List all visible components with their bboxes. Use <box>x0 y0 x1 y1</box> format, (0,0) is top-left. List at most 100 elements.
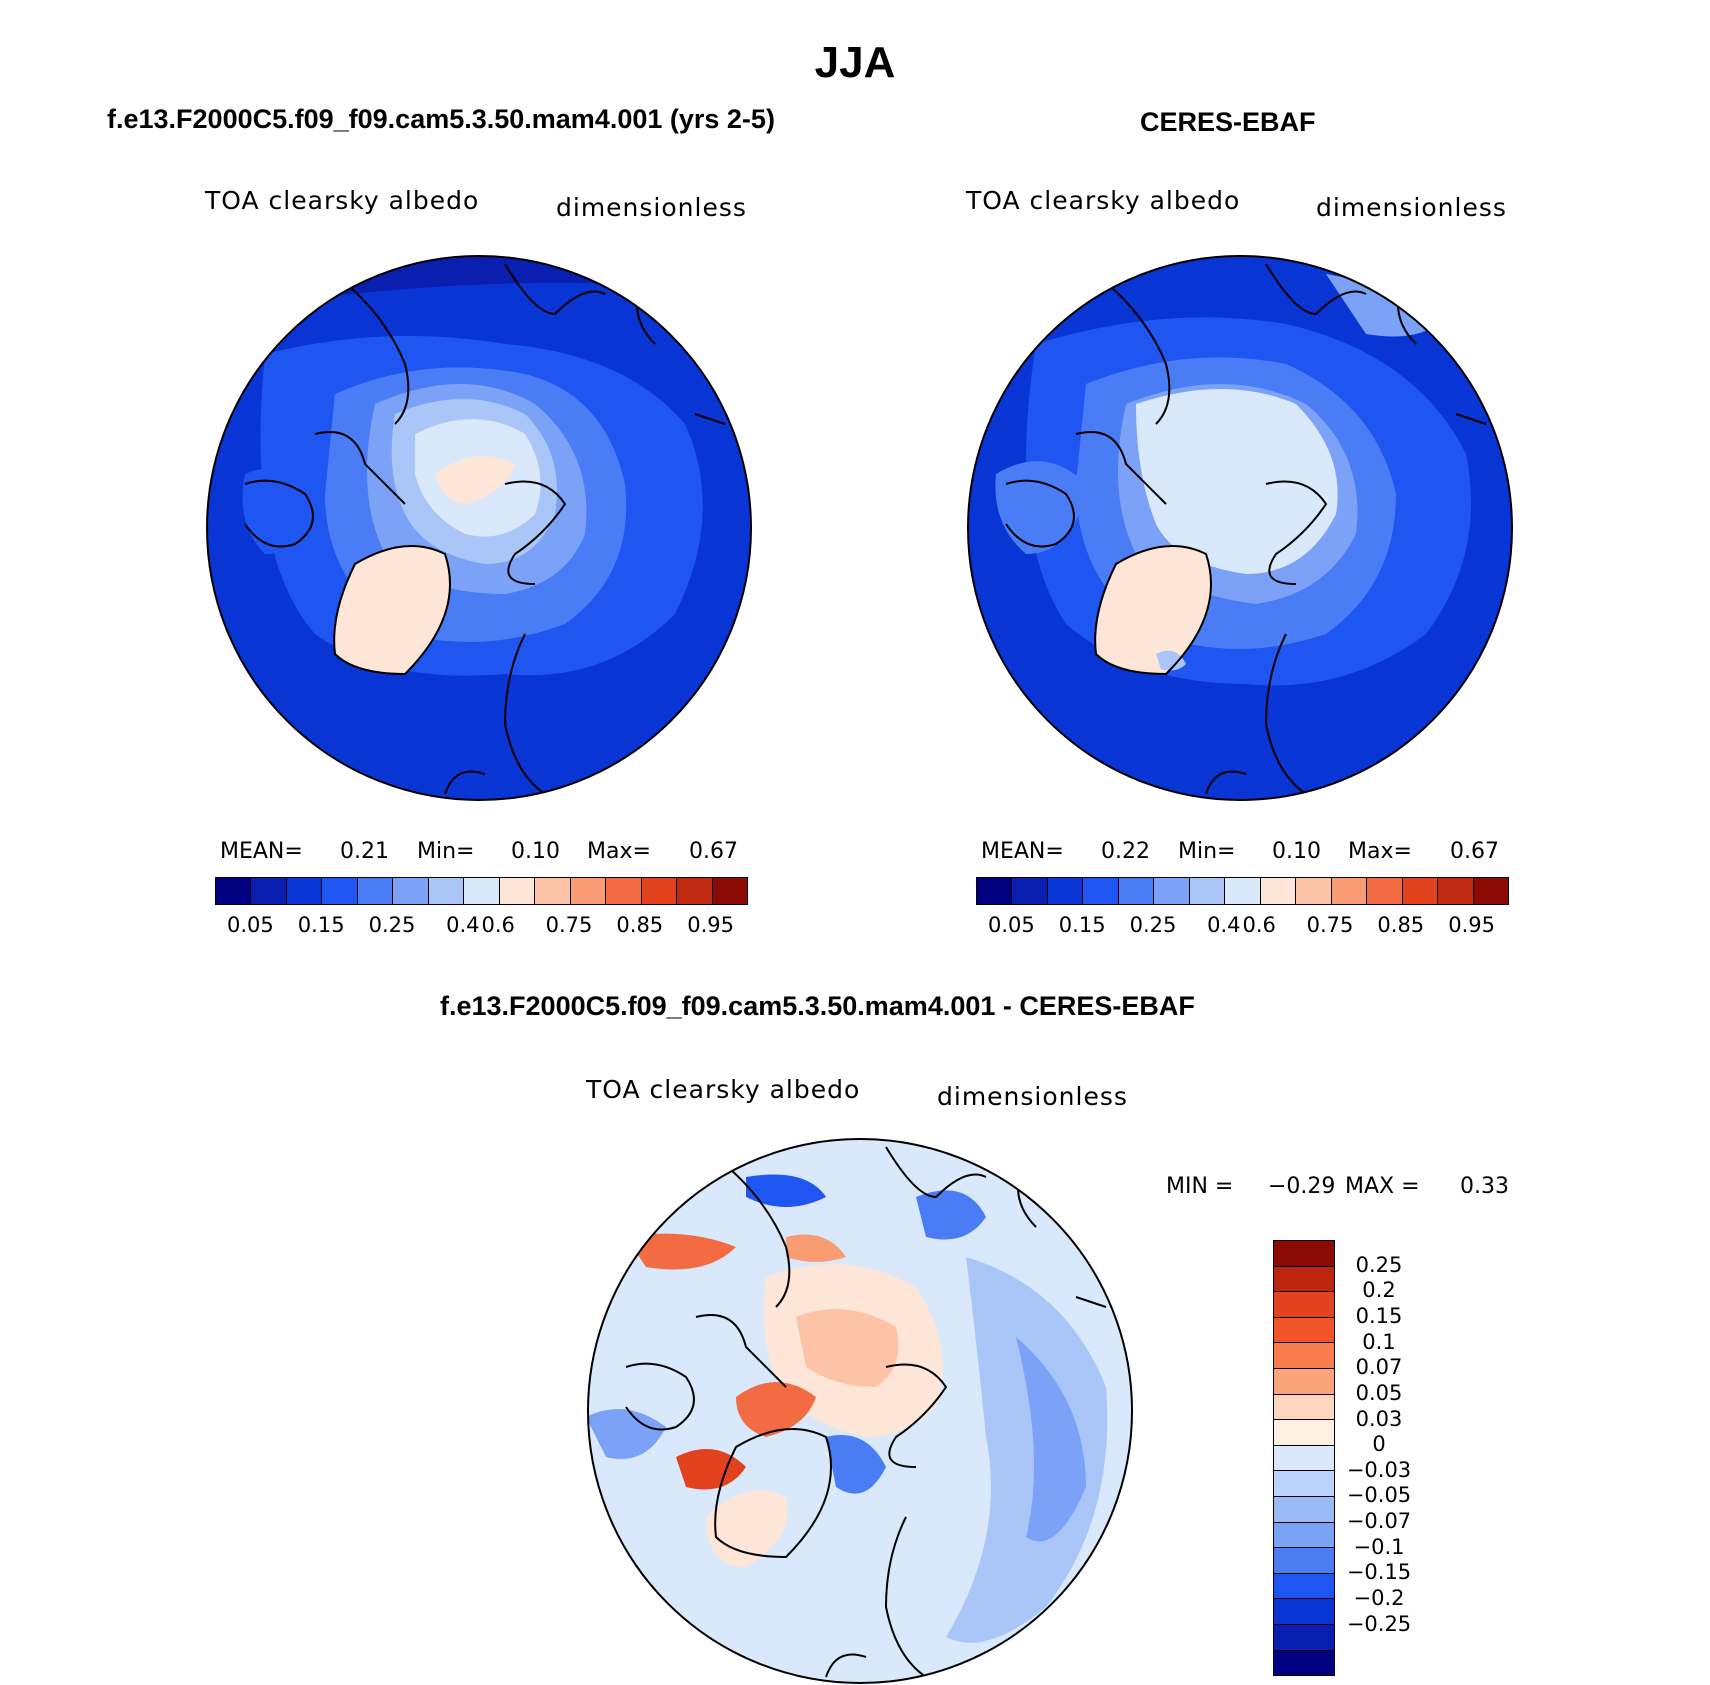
model-min-value: 0.10 <box>511 839 560 864</box>
diff-max-value: 0.33 <box>1460 1174 1509 1199</box>
colorbar-swatch <box>570 878 607 904</box>
colorbar-swatch <box>1274 1445 1334 1472</box>
colorbar-swatch <box>1274 1573 1334 1600</box>
colorbar-swatch <box>1274 1471 1334 1497</box>
colorbar-swatch <box>1260 878 1297 904</box>
colorbar-swatch <box>357 878 394 904</box>
colorbar-swatch <box>1274 1650 1334 1676</box>
colorbar-swatch <box>216 878 252 904</box>
colorbar-tick-label: −0.05 <box>1346 1483 1412 1508</box>
colorbar-tick-label: 0.95 <box>1448 913 1495 937</box>
model-units-label: dimensionless <box>556 193 747 222</box>
colorbar-swatch <box>1154 878 1190 904</box>
obs-colorbar <box>976 877 1509 905</box>
model-min-label: Min= <box>417 839 475 864</box>
diff-min-label: MIN = <box>1166 1174 1234 1199</box>
obs-max-value: 0.67 <box>1450 839 1499 864</box>
figure-title: JJA <box>814 38 896 87</box>
colorbar-tick-label: −0.03 <box>1346 1457 1412 1482</box>
colorbar-swatch <box>1274 1420 1334 1446</box>
colorbar-tick-label: −0.07 <box>1346 1509 1412 1534</box>
diff-max-label: MAX = <box>1345 1174 1420 1199</box>
colorbar-swatch <box>1274 1496 1334 1523</box>
obs-variable-label: TOA clearsky albedo <box>966 186 1241 215</box>
colorbar-tick-label: 0.07 <box>1355 1355 1403 1380</box>
diff-colorbar <box>1273 1240 1335 1676</box>
obs-max-label: Max= <box>1348 839 1412 864</box>
colorbar-tick-label: 0.25 <box>368 913 416 937</box>
colorbar-swatch <box>1274 1548 1334 1574</box>
colorbar-swatch <box>641 878 678 904</box>
colorbar-tick-label: 0.85 <box>1377 913 1425 937</box>
colorbar-swatch <box>677 878 713 904</box>
diff-units-label: dimensionless <box>937 1082 1128 1111</box>
colorbar-tick-label: 0.25 <box>1129 913 1177 937</box>
colorbar-swatch <box>606 878 642 904</box>
obs-polar-map <box>967 255 1513 801</box>
diff-colorbar-ticks: 0.25 0.2 0.15 0.1 0.07 0.05 0.03 0 −0.03 −0.05 −0.… <box>1344 1240 1464 1676</box>
diff-variable-label: TOA clearsky albedo <box>586 1075 861 1104</box>
obs-mean-label: MEAN= <box>981 839 1064 864</box>
colorbar-swatch <box>1083 878 1119 904</box>
colorbar-tick-label: 0.15 <box>1058 913 1106 937</box>
colorbar-swatch <box>322 878 358 904</box>
colorbar-swatch <box>499 878 536 904</box>
colorbar-tick-label: 0.15 <box>1355 1303 1403 1328</box>
colorbar-swatch <box>1274 1599 1334 1625</box>
colorbar-swatch <box>1274 1624 1334 1651</box>
colorbar-swatch <box>1274 1266 1334 1293</box>
obs-mean-value: 0.22 <box>1101 839 1150 864</box>
diff-panel-title: f.e13.F2000C5.f09_f09.cam5.3.50.mam4.001… <box>440 991 1195 1021</box>
colorbar-tick-label: 0.05 <box>227 913 274 937</box>
model-colorbar <box>215 877 748 905</box>
colorbar-tick-label: 0 <box>1372 1432 1386 1457</box>
obs-min-value: 0.10 <box>1272 839 1321 864</box>
colorbar-swatch <box>1274 1317 1334 1344</box>
colorbar-swatch <box>1274 1394 1334 1421</box>
colorbar-tick-label: 0.75 <box>1306 913 1354 937</box>
colorbar-swatch <box>1012 878 1048 904</box>
colorbar-swatch <box>1274 1343 1334 1369</box>
colorbar-swatch <box>977 878 1013 904</box>
obs-min-label: Min= <box>1178 839 1236 864</box>
colorbar-tick-label: 0.4 <box>446 913 480 937</box>
colorbar-tick-label: 0.4 <box>1207 913 1241 937</box>
colorbar-tick-label: −0.25 <box>1346 1611 1412 1636</box>
colorbar-tick-label: 0.05 <box>1355 1380 1403 1405</box>
colorbar-swatch <box>1274 1522 1334 1549</box>
model-panel-title: f.e13.F2000C5.f09_f09.cam5.3.50.mam4.001… <box>107 104 775 134</box>
colorbar-tick-label: 0.03 <box>1355 1406 1403 1431</box>
colorbar-swatch <box>1274 1241 1334 1267</box>
colorbar-tick-label: 0.95 <box>687 913 734 937</box>
model-colorbar-ticks: 0.05 0.15 0.25 0.4 0.6 0.75 0.85 0.95 <box>215 913 746 939</box>
colorbar-swatch <box>1367 878 1403 904</box>
colorbar-tick-label: 0.6 <box>481 913 515 937</box>
colorbar-swatch <box>393 878 429 904</box>
model-mean-label: MEAN= <box>220 839 303 864</box>
colorbar-tick-label: 0.6 <box>1242 913 1276 937</box>
colorbar-tick-label: 0.1 <box>1362 1329 1396 1354</box>
obs-units-label: dimensionless <box>1316 193 1507 222</box>
colorbar-tick-label: 0.75 <box>545 913 593 937</box>
colorbar-swatch <box>428 878 465 904</box>
colorbar-swatch <box>1225 878 1261 904</box>
colorbar-swatch <box>286 878 323 904</box>
colorbar-tick-label: 0.25 <box>1355 1252 1403 1277</box>
colorbar-swatch <box>535 878 571 904</box>
colorbar-swatch <box>1438 878 1474 904</box>
model-max-value: 0.67 <box>689 839 738 864</box>
colorbar-swatch <box>1189 878 1226 904</box>
colorbar-swatch <box>1118 878 1155 904</box>
obs-colorbar-ticks: 0.05 0.15 0.25 0.4 0.6 0.75 0.85 0.95 <box>976 913 1507 939</box>
colorbar-tick-label: 0.05 <box>988 913 1035 937</box>
colorbar-swatch <box>464 878 500 904</box>
diff-min-value: −0.29 <box>1268 1174 1336 1199</box>
colorbar-tick-label: −0.1 <box>1353 1534 1405 1559</box>
colorbar-swatch <box>1047 878 1084 904</box>
colorbar-swatch <box>1473 878 1509 904</box>
colorbar-swatch <box>251 878 287 904</box>
colorbar-tick-label: 0.2 <box>1362 1278 1396 1303</box>
model-mean-value: 0.21 <box>340 839 389 864</box>
colorbar-swatch <box>1331 878 1368 904</box>
colorbar-swatch <box>1274 1292 1334 1318</box>
